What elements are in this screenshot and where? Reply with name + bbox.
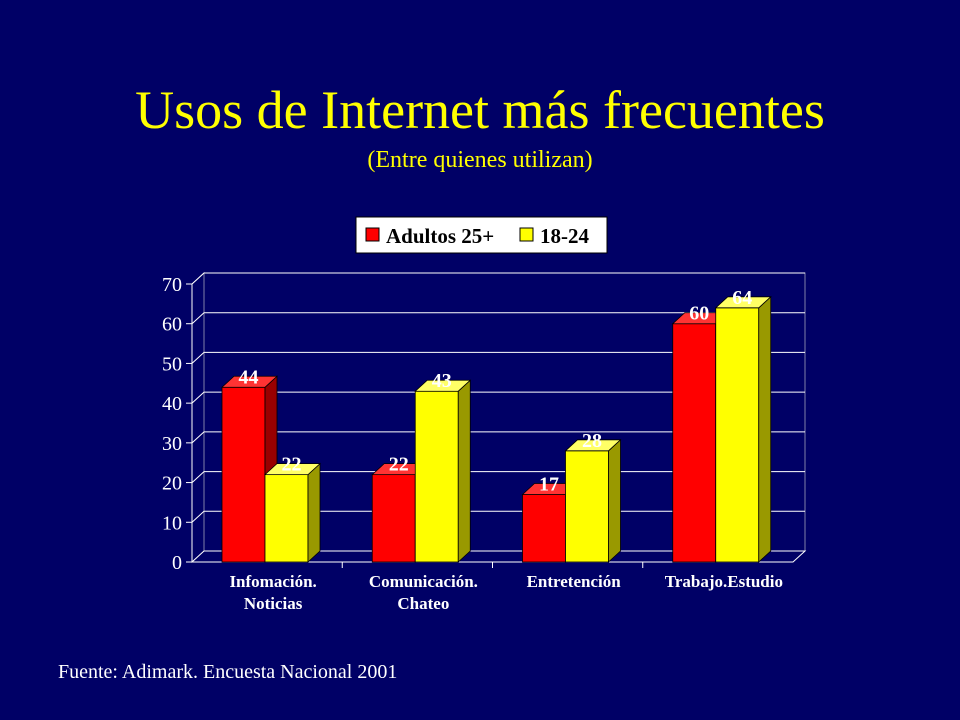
bar-jovenes-top [564, 439, 622, 452]
bar-jovenes-top [714, 296, 772, 309]
bar-jovenes [264, 474, 309, 563]
data-label: 28 [582, 430, 602, 452]
gridline [191, 312, 805, 325]
bar-jovenes [715, 307, 760, 563]
x-tick-label: Infomación. Noticias [229, 572, 316, 613]
y-tick-label: 30 [162, 433, 182, 455]
x-tick-label: Comunicación. Chateo [369, 572, 478, 613]
x-tick-label: Entretención [527, 572, 622, 591]
x-tick-label-line: Chateo [397, 594, 449, 613]
data-label: 17 [539, 473, 559, 495]
x-tick-label-line: Infomación. [229, 572, 316, 591]
legend-label-jovenes: 18-24 [540, 224, 589, 248]
data-label: 44 [239, 366, 259, 388]
bar-jovenes [565, 450, 609, 563]
y-tick-label: 10 [162, 512, 182, 534]
data-label: 64 [732, 287, 752, 309]
bar-jovenes-side [758, 295, 772, 563]
gridline [191, 351, 805, 364]
bar-jovenes [414, 390, 459, 563]
source-note: Fuente: Adimark. Encuesta Nacional 2001 [58, 661, 398, 683]
bar-jovenes-side [608, 438, 621, 563]
bar-adultos [522, 494, 566, 563]
bar-jovenes-side [457, 379, 471, 563]
y-tick-label: 70 [162, 274, 182, 296]
x-tick-label: Trabajo.Estudio [665, 572, 783, 591]
y-tick-label: 50 [162, 353, 182, 375]
slide-subtitle: (Entre quienes utilizan) [367, 147, 593, 173]
x-tick-label-line: Comunicación. [369, 572, 478, 591]
bar-adultos-top [220, 375, 279, 388]
bar-adultos [371, 474, 416, 563]
x-tick-label-line: Trabajo.Estudio [665, 572, 783, 591]
slide-title: Usos de Internet más frecuentes [135, 80, 825, 140]
legend-label-adultos: Adultos 25+ [386, 224, 494, 248]
y-tick-label: 60 [162, 314, 182, 336]
legend-box [355, 216, 608, 254]
bar-jovenes-top [263, 463, 322, 476]
y-tick-label: 20 [162, 473, 182, 495]
gridline [191, 272, 805, 285]
data-label: 60 [689, 303, 709, 325]
data-label: 22 [282, 454, 302, 476]
x-tick-label-line: Noticias [244, 594, 303, 613]
x-tick-label-line: Entretención [527, 572, 622, 591]
legend-swatch-jovenes [519, 227, 534, 242]
bar-adultos [672, 323, 717, 563]
bar-jovenes-side [307, 462, 321, 563]
gridline [191, 391, 805, 404]
data-label: 43 [432, 370, 452, 392]
data-label: 22 [389, 454, 409, 476]
bar-adultos [221, 386, 266, 563]
y-tick-label: 40 [162, 393, 182, 415]
legend-swatch-adultos [365, 227, 380, 242]
bar-jovenes-top [414, 379, 472, 392]
y-tick-label: 0 [172, 552, 182, 574]
plot-side-wall [191, 271, 205, 564]
gridline [191, 431, 805, 444]
